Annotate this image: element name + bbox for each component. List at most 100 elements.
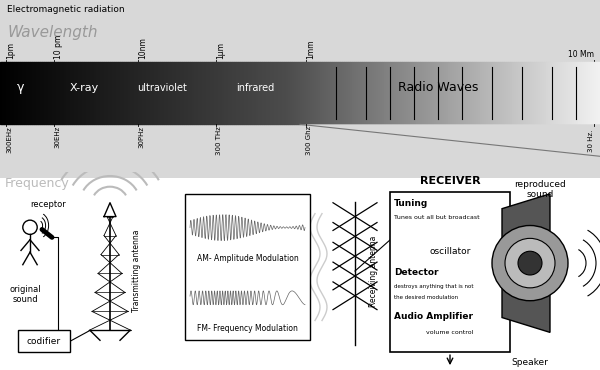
Bar: [546, 62, 548, 124]
Bar: [162, 62, 164, 124]
Bar: [176, 62, 178, 124]
Bar: [256, 62, 258, 124]
Bar: [78, 62, 80, 124]
Bar: [100, 62, 102, 124]
Bar: [62, 62, 64, 124]
Bar: [98, 62, 100, 124]
Bar: [52, 62, 54, 124]
Bar: [172, 62, 174, 124]
Bar: [50, 62, 52, 124]
Bar: [590, 62, 592, 124]
Circle shape: [492, 225, 568, 301]
Text: infrared: infrared: [236, 83, 274, 93]
Bar: [228, 62, 230, 124]
Bar: [198, 62, 200, 124]
Bar: [362, 62, 364, 124]
Bar: [580, 62, 582, 124]
Text: oscillator: oscillator: [430, 247, 470, 256]
Bar: [404, 62, 406, 124]
Bar: [190, 62, 192, 124]
Bar: [540, 62, 542, 124]
Bar: [278, 62, 280, 124]
Bar: [456, 62, 458, 124]
Bar: [168, 62, 170, 124]
Bar: [460, 62, 462, 124]
Bar: [10, 62, 12, 124]
Bar: [270, 62, 272, 124]
Bar: [32, 62, 34, 124]
Bar: [340, 62, 342, 124]
Bar: [122, 62, 124, 124]
Bar: [586, 62, 588, 124]
Bar: [512, 62, 514, 124]
Bar: [464, 62, 466, 124]
Bar: [142, 62, 144, 124]
Bar: [406, 62, 408, 124]
Bar: [90, 62, 92, 124]
Bar: [516, 62, 518, 124]
Bar: [598, 62, 600, 124]
Bar: [470, 62, 472, 124]
Bar: [466, 62, 468, 124]
Bar: [554, 62, 556, 124]
Bar: [560, 62, 562, 124]
Bar: [232, 62, 234, 124]
Bar: [170, 62, 172, 124]
Bar: [54, 62, 56, 124]
Bar: [216, 62, 218, 124]
Bar: [596, 62, 598, 124]
Bar: [58, 62, 60, 124]
Bar: [348, 62, 350, 124]
Bar: [522, 62, 524, 124]
Bar: [384, 62, 386, 124]
Bar: [506, 62, 508, 124]
Bar: [0, 62, 2, 124]
Bar: [102, 62, 104, 124]
Bar: [234, 62, 236, 124]
Bar: [572, 62, 574, 124]
Bar: [132, 62, 134, 124]
Bar: [72, 62, 74, 124]
Bar: [146, 62, 148, 124]
Bar: [14, 62, 16, 124]
Bar: [386, 62, 388, 124]
Bar: [316, 62, 318, 124]
Bar: [288, 62, 290, 124]
Bar: [344, 62, 346, 124]
Bar: [482, 62, 484, 124]
Bar: [324, 62, 326, 124]
Bar: [290, 62, 292, 124]
Bar: [274, 62, 276, 124]
Bar: [496, 62, 498, 124]
Bar: [530, 62, 532, 124]
Bar: [504, 62, 506, 124]
Bar: [462, 62, 464, 124]
Bar: [354, 62, 356, 124]
Bar: [402, 62, 404, 124]
Bar: [30, 62, 32, 124]
Bar: [314, 62, 316, 124]
Text: Tuning: Tuning: [394, 199, 428, 208]
Bar: [588, 62, 590, 124]
Text: Detector: Detector: [394, 268, 439, 276]
Bar: [200, 62, 202, 124]
Bar: [518, 62, 520, 124]
Bar: [426, 62, 428, 124]
Bar: [312, 62, 314, 124]
Bar: [148, 62, 150, 124]
Bar: [478, 62, 480, 124]
Bar: [276, 62, 278, 124]
Bar: [242, 62, 244, 124]
Bar: [356, 62, 358, 124]
Text: 30EHz: 30EHz: [54, 126, 60, 148]
Bar: [350, 62, 352, 124]
Bar: [446, 62, 448, 124]
Bar: [408, 62, 410, 124]
Bar: [390, 62, 392, 124]
Bar: [156, 62, 158, 124]
Bar: [182, 62, 184, 124]
Bar: [76, 62, 78, 124]
Text: 300 Ghz: 300 Ghz: [306, 126, 312, 155]
Bar: [116, 62, 118, 124]
Bar: [368, 62, 370, 124]
